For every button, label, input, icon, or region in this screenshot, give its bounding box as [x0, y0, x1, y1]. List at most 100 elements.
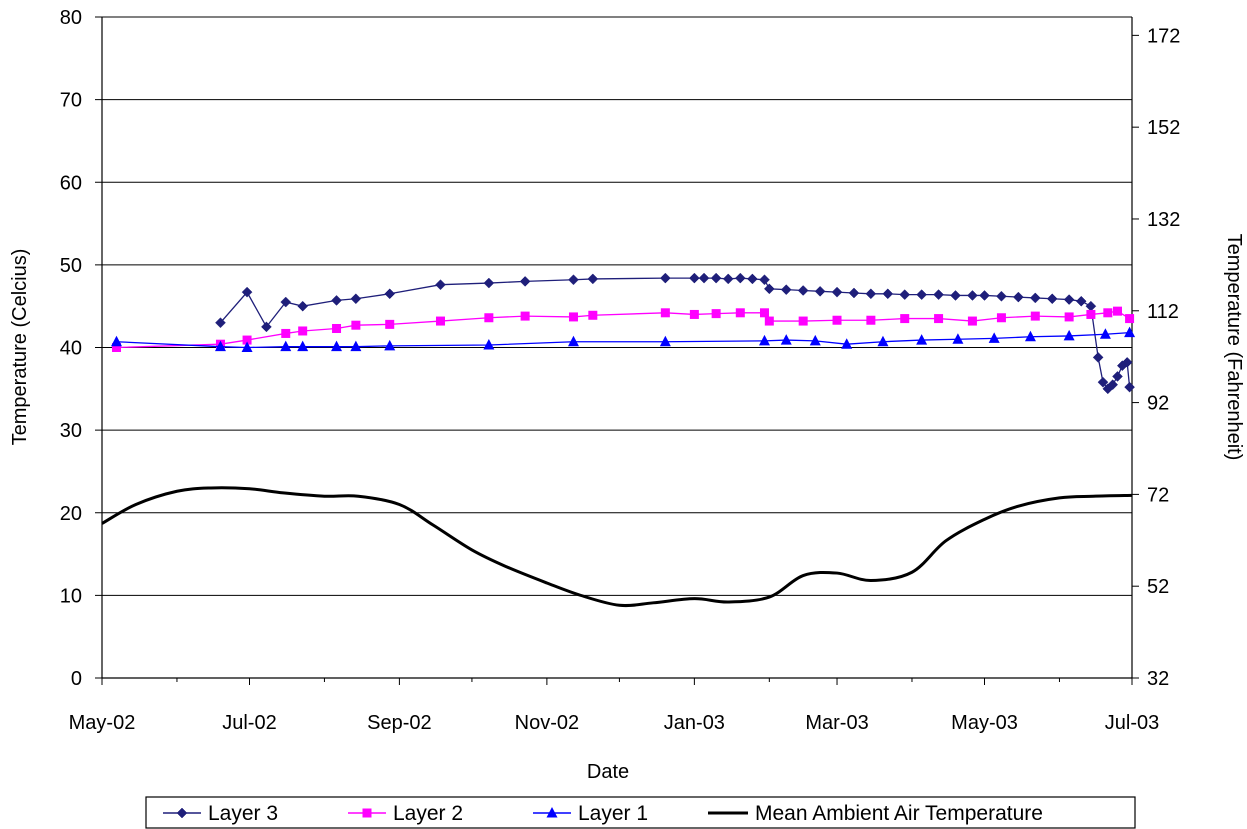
- data-point: [832, 315, 842, 325]
- data-point: [979, 290, 990, 301]
- data-point: [215, 317, 226, 329]
- data-point: [483, 339, 495, 350]
- y-tick-label: 10: [60, 585, 82, 607]
- data-point: [882, 288, 894, 300]
- legend-marker: [176, 807, 188, 819]
- data-point: [350, 293, 362, 305]
- data-point: [735, 308, 745, 318]
- legend-marker: [546, 807, 558, 818]
- data-point: [331, 295, 342, 306]
- data-point: [877, 335, 889, 347]
- legend-item: Layer 2: [348, 802, 463, 825]
- data-point: [297, 300, 309, 312]
- data-point: [588, 310, 598, 320]
- data-point: [722, 273, 734, 285]
- data-point: [900, 314, 910, 324]
- data-point: [698, 272, 710, 284]
- y2-axis-title: Temperature (Fahrenheit): [1223, 234, 1245, 461]
- data-point: [764, 316, 774, 326]
- data-point: [1092, 352, 1104, 363]
- x-tick-label: Jul-03: [1105, 712, 1159, 734]
- series-line: [101, 486, 1133, 608]
- data-point: [1063, 294, 1075, 305]
- data-point: [1013, 291, 1024, 303]
- y2-tick-label: 112: [1147, 301, 1179, 323]
- data-point: [567, 335, 579, 347]
- series-layer-3: [215, 272, 1135, 395]
- data-point: [1086, 309, 1096, 319]
- data-point: [996, 313, 1006, 323]
- data-point: [848, 287, 860, 299]
- data-point: [711, 309, 721, 319]
- data-point: [1063, 329, 1075, 341]
- data-point: [780, 284, 792, 296]
- legend-marker: [362, 808, 372, 818]
- legend-item: Layer 3: [163, 802, 278, 825]
- y2-tick-label: 52: [1147, 576, 1169, 598]
- series-layer-2: [112, 306, 1135, 352]
- data-point: [568, 312, 578, 322]
- data-point: [952, 333, 964, 344]
- y-tick-label: 0: [71, 668, 82, 690]
- data-point: [520, 311, 530, 321]
- data-point: [798, 316, 808, 326]
- legend-item: Mean Ambient Air Temperature: [708, 802, 1043, 825]
- data-point: [332, 323, 342, 333]
- data-point: [759, 308, 769, 318]
- series-layer: [101, 272, 1136, 608]
- data-point: [484, 313, 494, 323]
- y-tick-label: 30: [60, 420, 82, 442]
- data-point: [831, 286, 843, 298]
- data-point: [866, 315, 876, 325]
- data-point: [435, 316, 445, 326]
- data-point: [1125, 314, 1135, 324]
- data-point: [933, 289, 944, 300]
- data-point: [1112, 371, 1123, 382]
- data-point: [734, 272, 746, 284]
- data-point: [1064, 312, 1074, 322]
- data-point: [758, 334, 770, 346]
- legend: Layer 3 Layer 2 Layer 1 Mean Ambient Air Te…: [145, 796, 1136, 829]
- legend-label: Layer 1: [578, 802, 648, 825]
- x-tick-label: Mar-03: [805, 712, 868, 734]
- x-tick-label: May-02: [69, 712, 136, 734]
- data-point: [297, 340, 309, 352]
- x-tick-label: Jul-02: [222, 712, 276, 734]
- data-point: [934, 314, 944, 324]
- x-tick-label: Sep-02: [367, 712, 432, 734]
- data-point: [950, 290, 961, 301]
- data-point: [568, 274, 579, 286]
- data-point: [916, 334, 928, 345]
- data-point: [1029, 292, 1041, 304]
- data-point: [242, 335, 252, 345]
- x-tick-label: Jan-03: [664, 712, 725, 734]
- data-point: [1124, 326, 1136, 338]
- data-point: [214, 340, 226, 352]
- y2-tick-label: 32: [1147, 668, 1169, 690]
- y-tick-label: 50: [60, 255, 82, 277]
- y-axis-title: Temperature (Celcius): [9, 249, 31, 446]
- y2-tick-label: 72: [1147, 484, 1169, 506]
- data-point: [1046, 293, 1058, 305]
- data-point: [1024, 330, 1036, 342]
- data-point: [280, 296, 292, 308]
- legend-label: Layer 3: [208, 802, 278, 825]
- data-point: [241, 286, 253, 298]
- data-point: [1121, 357, 1133, 368]
- data-point: [1099, 328, 1111, 339]
- data-point: [385, 319, 395, 329]
- data-point: [660, 272, 671, 284]
- y-tick-label: 70: [60, 90, 82, 112]
- data-point: [483, 277, 495, 289]
- data-point: [865, 288, 877, 300]
- data-point: [1030, 311, 1040, 321]
- data-point: [996, 290, 1007, 302]
- data-point: [660, 308, 670, 318]
- data-point: [587, 273, 599, 285]
- x-tick-label: Nov-02: [515, 712, 579, 734]
- y-tick-label: 20: [60, 503, 82, 525]
- series-mean-ambient-air-temperature: [101, 486, 1133, 608]
- data-point: [809, 334, 821, 346]
- axes: 0 10 20 30 40 50 60 70 80 32 52 72 92 112 132 152 172 May…: [60, 7, 1181, 734]
- legend-box: [145, 796, 1136, 829]
